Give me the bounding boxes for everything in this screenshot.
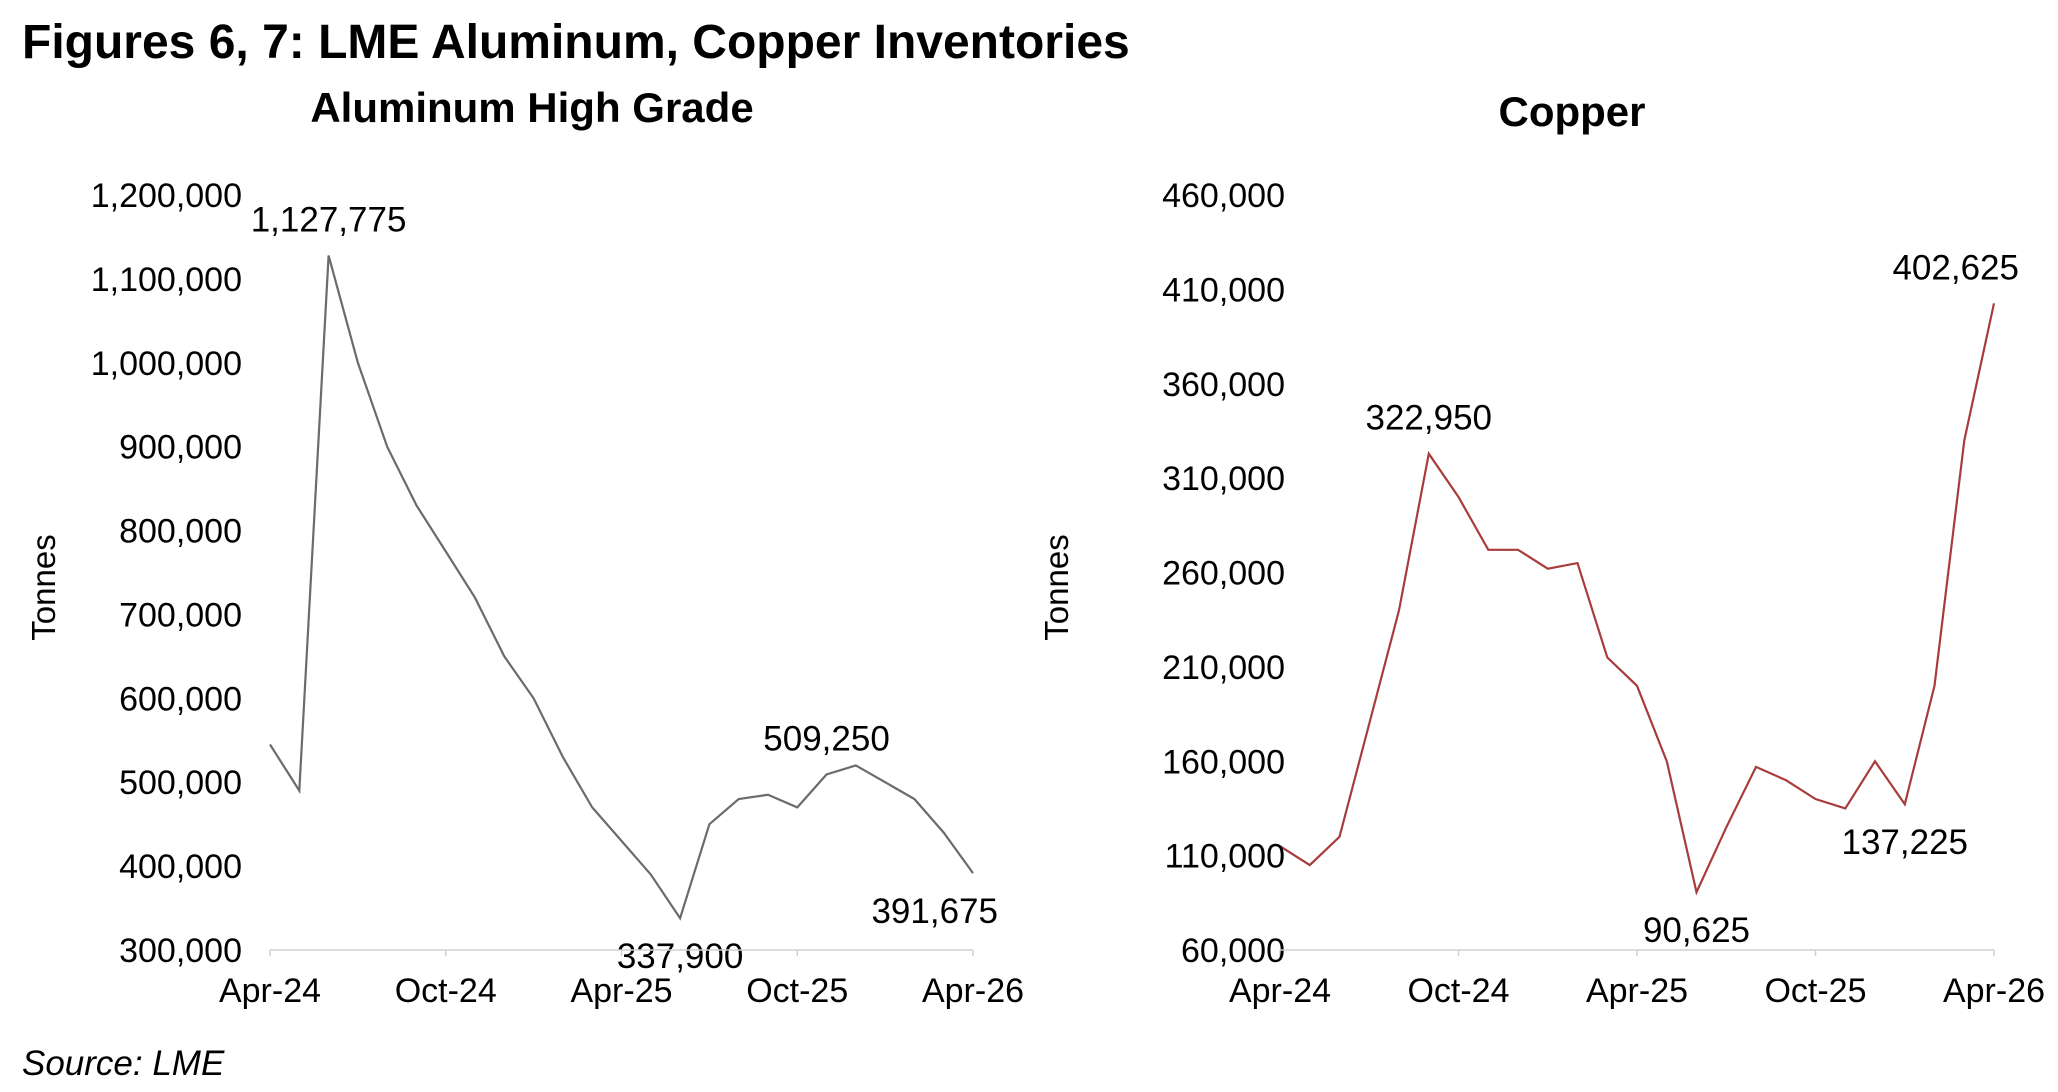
- x-tick-label: Apr-24: [219, 972, 321, 1010]
- y-tick-label: 260,000: [1162, 555, 1285, 593]
- y-tick-label: 300,000: [119, 932, 242, 970]
- x-tick-label: Oct-25: [1764, 972, 1866, 1010]
- x-tick-label: Apr-26: [1943, 972, 2045, 1010]
- y-tick-label: 110,000: [1165, 838, 1285, 876]
- y-tick-label: 700,000: [119, 596, 242, 634]
- data-label: 509,250: [763, 719, 890, 758]
- x-tick-label: Oct-24: [395, 972, 497, 1010]
- y-tick-label: 210,000: [1162, 649, 1285, 687]
- data-line: [269, 255, 974, 921]
- data-label: 402,625: [1892, 248, 2019, 287]
- y-tick-label: 500,000: [119, 764, 242, 802]
- x-tick-label: Apr-25: [1586, 972, 1688, 1010]
- y-tick-label: 60,000: [1181, 932, 1285, 970]
- page-title: Figures 6, 7: LME Aluminum, Copper Inven…: [22, 16, 1130, 69]
- y-tick-label: 1,200,000: [91, 177, 242, 215]
- data-label: 322,950: [1365, 399, 1492, 438]
- data-label: 391,675: [871, 892, 998, 931]
- y-tick-label: 360,000: [1162, 366, 1285, 404]
- chart-title: Copper: [1499, 88, 1646, 135]
- y-tick-label: 400,000: [119, 848, 242, 886]
- x-tick-label: Apr-25: [570, 972, 672, 1010]
- x-tick-label: Apr-26: [922, 972, 1024, 1010]
- y-axis-title: Tonnes: [25, 534, 62, 640]
- data-label: 90,625: [1643, 911, 1750, 950]
- data-label: 137,225: [1841, 823, 1968, 862]
- y-tick-label: 1,100,000: [91, 261, 242, 299]
- y-tick-label: 160,000: [1162, 743, 1285, 781]
- y-tick-label: 410,000: [1162, 271, 1285, 309]
- source-note: Source: LME: [22, 1044, 225, 1083]
- chart-title: Aluminum High Grade: [310, 84, 753, 131]
- y-tick-label: 460,000: [1162, 177, 1285, 215]
- y-tick-label: 800,000: [119, 513, 242, 551]
- data-line: [1279, 303, 1996, 896]
- data-label: 337,900: [617, 937, 744, 976]
- data-label: 1,127,775: [251, 201, 407, 240]
- y-tick-label: 600,000: [119, 680, 242, 718]
- y-tick-label: 900,000: [119, 429, 242, 467]
- y-tick-label: 310,000: [1162, 460, 1285, 498]
- y-axis-title: Tonnes: [1038, 534, 1075, 640]
- x-tick-label: Oct-25: [746, 972, 848, 1010]
- y-tick-label: 1,000,000: [91, 345, 242, 383]
- x-tick-label: Oct-24: [1407, 972, 1509, 1010]
- x-tick-label: Apr-24: [1229, 972, 1331, 1010]
